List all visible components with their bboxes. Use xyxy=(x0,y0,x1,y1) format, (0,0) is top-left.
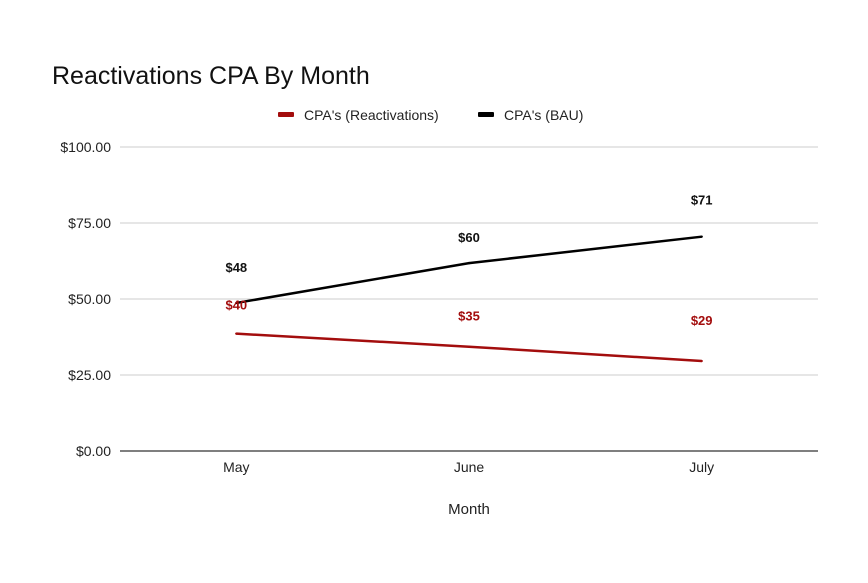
data-point xyxy=(235,332,238,335)
series-lines xyxy=(235,235,703,363)
y-axis: $0.00 $25.00 $50.00 $75.00 $100.00 xyxy=(60,139,111,459)
x-tick-label: May xyxy=(223,459,249,475)
legend: CPA's (Reactivations) CPA's (BAU) xyxy=(278,107,583,123)
y-tick-label: $25.00 xyxy=(68,367,111,383)
data-point xyxy=(235,301,238,305)
legend-swatch xyxy=(478,112,494,117)
data-point xyxy=(700,359,703,363)
data-point xyxy=(467,345,471,348)
legend-label: CPA's (BAU) xyxy=(504,107,583,123)
chart-title: Reactivations CPA By Month xyxy=(52,62,370,90)
legend-label: CPA's (Reactivations) xyxy=(304,107,439,123)
data-label: $60 xyxy=(458,230,480,245)
y-tick-label: $75.00 xyxy=(68,215,111,231)
data-label: $48 xyxy=(225,260,247,275)
x-axis: May June July xyxy=(223,459,714,475)
gridlines xyxy=(120,146,818,452)
data-label: $29 xyxy=(691,313,713,328)
x-axis-title: Month xyxy=(448,501,490,518)
y-tick-label: $100.00 xyxy=(60,139,111,155)
y-tick-label: $0.00 xyxy=(76,443,111,459)
x-tick-label: June xyxy=(454,459,485,475)
x-tick-label: July xyxy=(689,459,714,475)
data-label: $35 xyxy=(458,309,480,324)
legend-swatch xyxy=(278,112,294,117)
data-label: $40 xyxy=(225,298,247,313)
data-label: $71 xyxy=(691,193,713,208)
y-tick-label: $50.00 xyxy=(68,291,111,307)
data-point xyxy=(700,235,703,238)
series-line xyxy=(236,235,702,305)
data-labels: $40 $35 $29 $48 $60 $71 xyxy=(225,193,712,328)
data-point xyxy=(467,261,471,265)
